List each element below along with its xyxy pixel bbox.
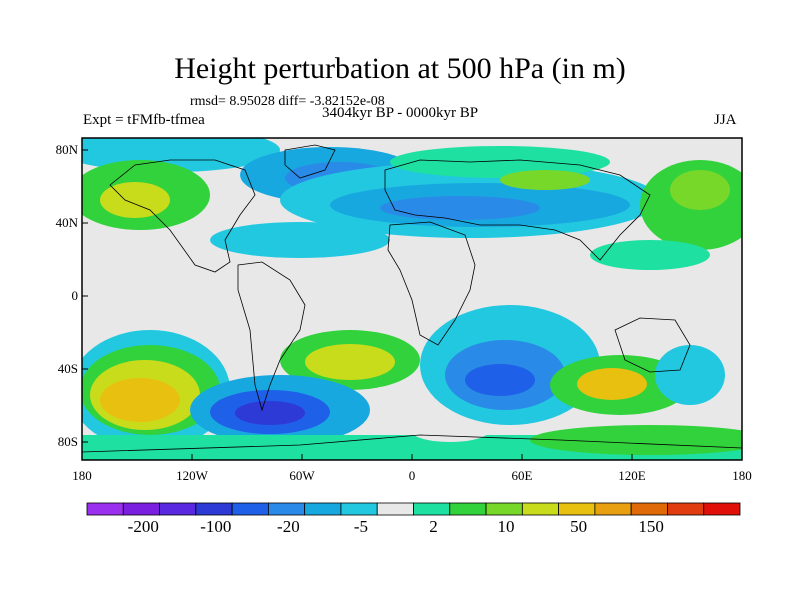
lat-tick-label: 80S	[57, 434, 78, 449]
contour-region	[670, 170, 730, 210]
lat-tick-label: 40S	[57, 361, 78, 376]
lon-tick-label: 180	[732, 468, 752, 483]
antarctica-coast	[82, 434, 742, 453]
lon-tick-label: 0	[408, 468, 416, 483]
contour-region	[530, 425, 742, 455]
lat-tick-label: 80N	[55, 142, 78, 157]
colorbar-swatch	[267, 502, 306, 516]
colorbar-swatch	[231, 502, 269, 516]
coastlines	[82, 144, 742, 453]
colorbar-label: -5	[353, 517, 369, 536]
colorbar-label: -100	[200, 517, 232, 536]
colorbar-label: 50	[570, 517, 588, 536]
lat-tick-marks	[82, 149, 88, 443]
contour-region	[390, 146, 610, 178]
colorbar-label: 2	[429, 517, 438, 536]
colorbar-swatch	[376, 502, 414, 516]
colorbar-swatch	[86, 502, 124, 516]
colorbar-swatch	[159, 502, 197, 516]
contour-region	[235, 401, 305, 425]
colorbar-swatch	[630, 502, 668, 516]
contour-field	[82, 138, 742, 460]
chart-title: Height perturbation at 500 hPa (in m)	[174, 52, 626, 85]
contour-region	[410, 418, 490, 442]
colorbar-swatch	[195, 502, 233, 516]
australia-coast	[614, 317, 691, 373]
contour-region	[590, 240, 710, 270]
south-america-coast	[237, 261, 306, 412]
contour-region	[100, 378, 180, 422]
colorbar-label: 10	[497, 517, 515, 536]
contour-region	[100, 182, 170, 218]
colorbar-swatch	[485, 502, 523, 516]
contour-region	[500, 170, 590, 190]
experiment-label: Expt = tFMfb-tfmea	[83, 112, 205, 128]
colorbar-swatch	[413, 502, 451, 516]
lon-tick-label: 120E	[618, 468, 646, 483]
period-label: 3404kyr BP - 0000kyr BP	[321, 105, 479, 121]
contour-region	[465, 364, 535, 396]
stats-label: rmsd= 8.95028 diff= -3.82152e-08	[190, 94, 385, 109]
eurasia-coast	[384, 159, 651, 261]
colorbar-swatch	[122, 502, 160, 516]
lat-tick-label: 40N	[55, 215, 78, 230]
contour-region	[380, 196, 540, 220]
colorbar-label: -200	[127, 517, 159, 536]
africa-coast	[387, 221, 476, 346]
contour-region	[655, 345, 725, 405]
colorbar-swatch	[304, 502, 342, 516]
lon-tick-marks	[81, 454, 743, 460]
colorbar-swatch	[558, 502, 596, 516]
colorbar-label: -20	[277, 517, 300, 536]
colorbar-swatch	[667, 502, 705, 516]
colorbar-swatch	[521, 502, 560, 516]
colorbar	[86, 502, 741, 516]
lon-tick-label: 60W	[289, 468, 315, 483]
contour-region	[305, 344, 395, 380]
colorbar-swatch	[703, 502, 741, 516]
lon-tick-label: 180	[72, 468, 92, 483]
lat-tick-label: 0	[71, 288, 79, 303]
colorbar-swatch	[340, 502, 378, 516]
colorbar-swatch	[449, 502, 487, 516]
lon-tick-label: 120W	[176, 468, 208, 483]
contour-region	[577, 368, 647, 400]
colorbar-swatch	[594, 502, 632, 516]
lon-tick-label: 60E	[511, 468, 533, 483]
colorbar-label: 150	[638, 517, 664, 536]
season-label: JJA	[714, 112, 737, 128]
contour-region	[210, 222, 390, 258]
greenland-coast	[284, 144, 336, 179]
north-america-coast	[109, 159, 256, 273]
